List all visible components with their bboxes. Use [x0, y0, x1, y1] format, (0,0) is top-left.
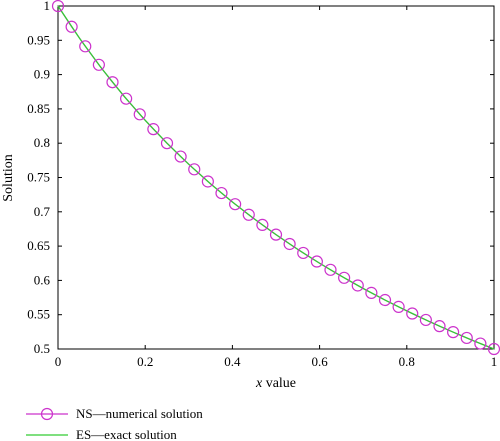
y-axis-ticks: 0.5 0.55 0.6 0.65 0.7 0.75 0.8 0.85 0.9 0.95 1 [27, 0, 494, 356]
y-tick-label: 0.95 [27, 32, 50, 47]
ns-data-point [269, 228, 283, 241]
ns-data-point [351, 279, 364, 292]
x-axis-ticks: 0 0.2 0.4 0.6 0.8 1 [55, 6, 498, 369]
ns-data-point [160, 137, 174, 150]
y-tick-label: 0.6 [34, 272, 51, 287]
legend-ns-marker [40, 407, 54, 421]
x-tick-label: 0.2 [137, 354, 153, 369]
series-layer [51, 0, 500, 356]
ns-data-point [447, 326, 460, 339]
x-axis-label: x value [255, 376, 296, 391]
legend-item-ns: NS—numerical solution [26, 406, 203, 421]
y-axis-label: Solution [1, 154, 16, 201]
ns-data-point [215, 186, 228, 200]
ns-data-point [120, 92, 133, 105]
ns-data-point [256, 218, 269, 232]
ns-data-point [92, 58, 105, 71]
ns-data-point [474, 337, 487, 350]
ns-data-point [419, 313, 432, 327]
plot-frame [57, 5, 495, 350]
es-series-line [57, 5, 495, 350]
legend-es-label: ES—exact solution [76, 427, 177, 441]
ns-data-point [283, 237, 296, 251]
y-tick-label: 0.7 [34, 204, 51, 219]
ns-data-point [188, 163, 201, 176]
ns-data-point [310, 255, 323, 268]
x-axis-label-rest: value [262, 376, 296, 391]
ns-data-point [106, 76, 119, 89]
ns-data-point [378, 293, 392, 307]
y-tick-label: 0.85 [27, 101, 50, 116]
y-tick-label: 0.55 [27, 307, 50, 322]
ns-data-point [229, 198, 242, 211]
ns-data-point [433, 320, 446, 333]
ns-data-point [460, 331, 473, 345]
ns-data-point [51, 0, 65, 13]
legend: NS—numerical solution ES—exact solution [26, 406, 203, 441]
x-tick-label: 0.6 [311, 354, 328, 369]
ns-data-point [297, 246, 310, 260]
x-tick-label: 0 [55, 354, 62, 369]
x-tick-label: 0.4 [224, 354, 241, 369]
ns-data-point [79, 40, 92, 53]
x-axis-label-var: x [255, 376, 263, 391]
y-tick-label: 0.8 [34, 135, 50, 150]
ns-data-point [242, 208, 255, 221]
y-tick-label: 0.5 [34, 341, 50, 356]
y-tick-label: 0.9 [34, 67, 50, 82]
legend-item-es: ES—exact solution [26, 427, 177, 441]
ns-data-point [392, 300, 405, 313]
ns-data-point [174, 150, 187, 163]
legend-ns-label: NS—numerical solution [76, 406, 203, 421]
ns-data-point [324, 263, 337, 276]
x-tick-label: 1 [491, 354, 498, 369]
ns-data-point [406, 307, 419, 320]
y-tick-label: 0.65 [27, 238, 50, 253]
y-tick-label: 1 [44, 0, 51, 13]
y-tick-label: 0.75 [27, 170, 50, 185]
x-tick-label: 0.8 [399, 354, 415, 369]
ns-series-line [57, 5, 495, 350]
ns-data-point [133, 108, 146, 121]
ns-data-point [365, 286, 378, 299]
ns-data-point [201, 175, 214, 188]
ns-data-point [147, 123, 160, 136]
ns-data-point [65, 20, 78, 33]
ns-data-point [338, 271, 351, 284]
